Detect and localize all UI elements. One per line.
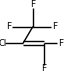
Text: F: F bbox=[30, 0, 35, 9]
Text: F: F bbox=[42, 64, 47, 73]
Text: F: F bbox=[6, 22, 11, 31]
Text: F: F bbox=[52, 22, 57, 31]
Text: F: F bbox=[58, 39, 63, 48]
Text: Cl: Cl bbox=[0, 39, 7, 48]
